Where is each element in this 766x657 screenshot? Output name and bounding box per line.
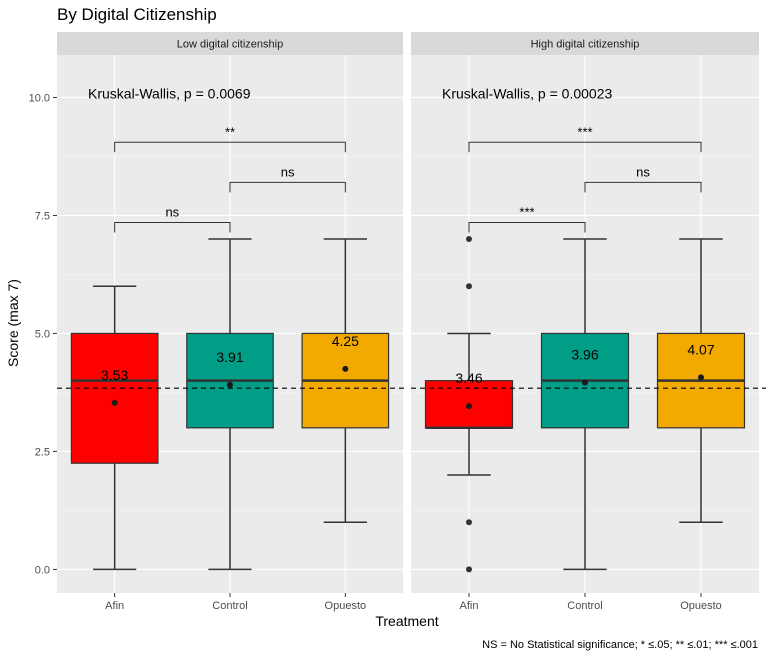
outlier-point [466,236,472,243]
outlier-point [466,519,472,526]
mean-label: 4.25 [332,333,359,349]
facet-panel: High digital citizenship 3.46 3.96 4.07 *** n… [411,32,766,593]
mean-label: 3.96 [571,347,598,363]
mean-point [111,399,118,406]
outlier-point [466,283,472,290]
facet-panel: Low digital citizenship 3.53 3.91 4.25 ns ns *… [57,32,407,593]
mean-point [466,403,472,410]
comparison-bracket [468,141,702,153]
boxplot-control: 3.91 [186,238,274,571]
facet-strip [411,32,759,55]
facet-strip-label: High digital citizenship [531,39,640,51]
kruskal-wallis-label: Kruskal-Wallis, p = 0.00023 [442,85,612,101]
comparison-bracket [468,222,586,233]
facet-strip-label: Low digital citizenship [177,39,283,51]
x-tick-label: Afin [460,600,479,612]
chart-title: By Digital Citizenship [57,5,217,24]
y-tick-label: 7.5 [35,210,50,222]
mean-label: 3.53 [101,367,128,383]
mean-label: 3.91 [216,349,243,365]
boxplot-afin: 3.53 [70,285,159,571]
comparison-bracket [114,222,231,233]
x-tick-label: Opuesto [680,600,722,612]
facet-strip [57,32,403,55]
y-tick-label: 2.5 [35,446,50,458]
boxplot-opuesto: 4.25 [301,238,390,523]
x-tick-label: Opuesto [325,600,367,612]
x-axis-title: Treatment [375,613,438,629]
significance-label: *** [519,205,534,220]
x-tick-label: Afin [105,600,124,612]
iqr-box [70,332,159,464]
comparison-bracket [114,141,346,153]
outlier-point [466,566,472,573]
mean-point [342,365,349,372]
comparison-bracket [229,181,346,193]
x-tick-label: Control [567,600,602,612]
mean-point [698,374,704,381]
y-axis: 0.0 2.5 5.0 7.5 10.0 [29,92,57,576]
boxplot-control: 3.96 [540,238,630,571]
y-tick-label: 5.0 [35,328,50,340]
significance-label: ns [636,164,650,179]
significance-caption: NS = No Statistical significance; * ≤.05… [482,639,758,651]
x-tick-label: Control [212,600,247,612]
mean-point [227,381,233,388]
significance-label: ** [225,124,235,139]
y-tick-label: 0.0 [35,564,50,576]
significance-label: *** [577,124,592,139]
boxplot-opuesto: 4.07 [656,238,746,523]
x-axis: Afin Control Opuesto Afin Control Opuesto [105,593,722,612]
mean-point [582,379,588,386]
kruskal-wallis-label: Kruskal-Wallis, p = 0.0069 [88,85,251,101]
mean-label: 3.46 [455,370,482,386]
mean-label: 4.07 [687,341,714,357]
significance-label: ns [165,205,179,220]
y-tick-label: 10.0 [29,92,50,104]
y-axis-title: Score (max 7) [5,279,21,367]
significance-label: ns [281,164,295,179]
facet-panels: Low digital citizenship 3.53 3.91 4.25 ns ns *… [57,32,766,593]
comparison-bracket [584,181,702,193]
